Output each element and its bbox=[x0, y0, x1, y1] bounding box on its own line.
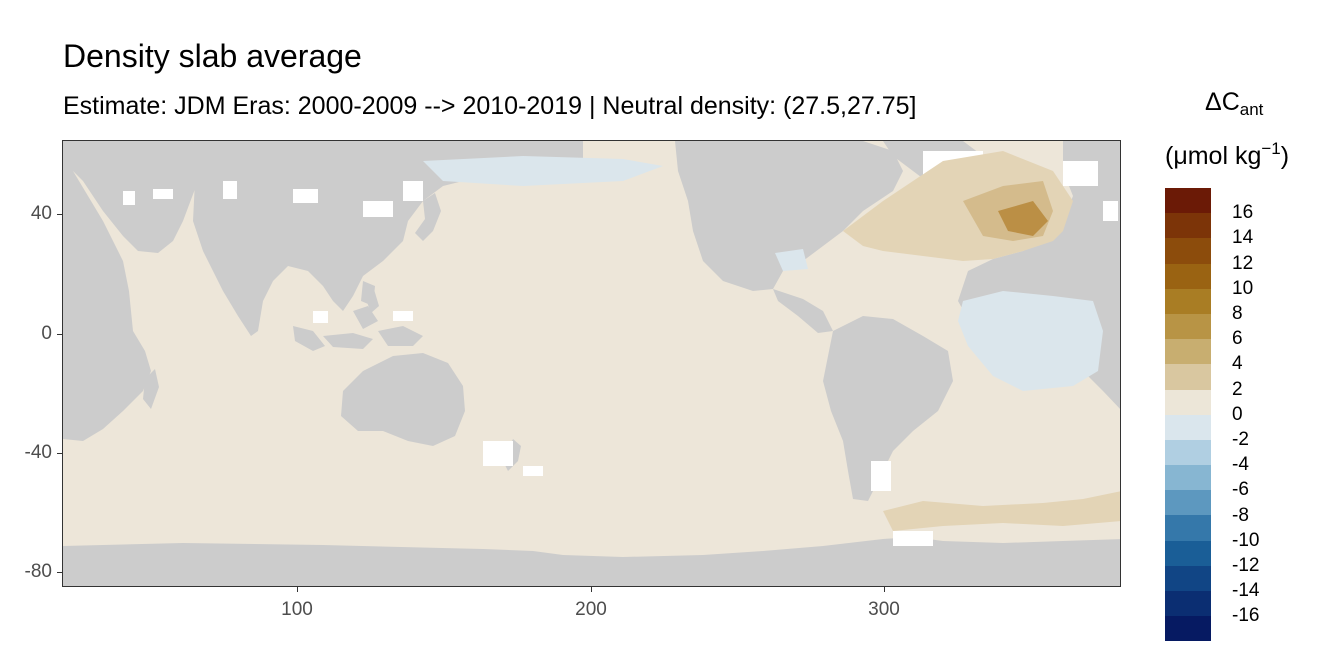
x-tick-label: 200 bbox=[575, 599, 607, 620]
central-america-land bbox=[773, 289, 833, 333]
legend-title: ΔCant bbox=[1205, 88, 1264, 119]
legend-swatch bbox=[1165, 188, 1211, 214]
south-america-land bbox=[823, 316, 953, 501]
legend-colorbar bbox=[1165, 188, 1211, 642]
legend-swatch bbox=[1165, 439, 1211, 466]
legend-label: -14 bbox=[1232, 580, 1260, 602]
legend-label: -4 bbox=[1232, 454, 1249, 476]
map-panel bbox=[62, 140, 1121, 587]
south-atlantic-positive bbox=[883, 491, 1120, 531]
legend-swatch bbox=[1165, 565, 1211, 591]
legend-swatch bbox=[1165, 591, 1211, 617]
philippines-land bbox=[363, 286, 379, 313]
australia-land bbox=[341, 353, 465, 446]
legend-label: -16 bbox=[1232, 605, 1260, 627]
y-tick-label: -40 bbox=[24, 442, 52, 463]
japan-land bbox=[415, 193, 441, 241]
madagascar-land bbox=[143, 369, 159, 409]
equatorial-atlantic-negative bbox=[958, 291, 1103, 391]
legend-label: 12 bbox=[1232, 252, 1254, 274]
legend-label: 16 bbox=[1232, 202, 1254, 224]
map-title: Density slab average bbox=[63, 38, 362, 74]
legend-swatch bbox=[1165, 263, 1211, 289]
legend-label: 2 bbox=[1232, 378, 1243, 400]
legend-swatch bbox=[1165, 364, 1211, 390]
legend-label: -10 bbox=[1232, 529, 1260, 551]
legend-swatch bbox=[1165, 414, 1211, 440]
legend-label: 6 bbox=[1232, 328, 1243, 350]
legend-swatch bbox=[1165, 238, 1211, 264]
legend-swatch bbox=[1165, 313, 1211, 340]
legend-swatch bbox=[1165, 213, 1211, 239]
gulf-negative bbox=[775, 249, 808, 271]
y-tick-mark-minus40 bbox=[57, 453, 62, 454]
x-tick-mark-200 bbox=[591, 587, 592, 592]
eurasia-land bbox=[193, 141, 583, 336]
x-tick-mark-100 bbox=[297, 587, 298, 592]
y-tick-label: -80 bbox=[24, 561, 52, 582]
x-tick-mark-300 bbox=[884, 587, 885, 592]
legend-label: -12 bbox=[1232, 555, 1260, 576]
y-tick-label: 40 bbox=[30, 203, 52, 224]
legend-label: 10 bbox=[1232, 277, 1254, 299]
y-tick-label: 0 bbox=[41, 323, 52, 344]
legend-swatch bbox=[1165, 288, 1211, 314]
x-tick-label: 300 bbox=[868, 599, 900, 620]
legend-label: -6 bbox=[1232, 479, 1249, 501]
map-subtitle: Estimate: JDM Eras: 2000-2009 --> 2010-2… bbox=[63, 92, 917, 120]
world-map bbox=[63, 141, 1120, 586]
legend-label: 0 bbox=[1232, 403, 1243, 425]
legend-swatch bbox=[1165, 490, 1211, 516]
x-tick-label: 100 bbox=[281, 599, 313, 620]
legend-label: 8 bbox=[1232, 303, 1243, 324]
legend-swatch bbox=[1165, 515, 1211, 541]
legend-label: 4 bbox=[1232, 353, 1243, 375]
legend-swatch bbox=[1165, 465, 1211, 491]
north-america-land bbox=[675, 141, 903, 291]
legend-swatch bbox=[1165, 540, 1211, 566]
legend-label: -8 bbox=[1232, 504, 1249, 526]
legend-swatch bbox=[1165, 339, 1211, 365]
indonesia-land bbox=[293, 281, 423, 351]
legend-unit: (μmol kg−1) bbox=[1165, 139, 1290, 170]
y-tick-mark-minus80 bbox=[57, 572, 62, 573]
africa-land bbox=[63, 141, 151, 441]
legend-swatch bbox=[1165, 389, 1211, 415]
legend-swatch bbox=[1165, 616, 1211, 642]
y-tick-mark-40 bbox=[57, 214, 62, 215]
y-tick-mark-0 bbox=[57, 334, 62, 335]
legend-label: -2 bbox=[1232, 429, 1249, 450]
legend-label: 14 bbox=[1232, 227, 1254, 249]
north-pacific-negative bbox=[423, 156, 663, 186]
north-atlantic-high-anomaly bbox=[998, 201, 1048, 236]
antarctica-land bbox=[63, 537, 1120, 586]
